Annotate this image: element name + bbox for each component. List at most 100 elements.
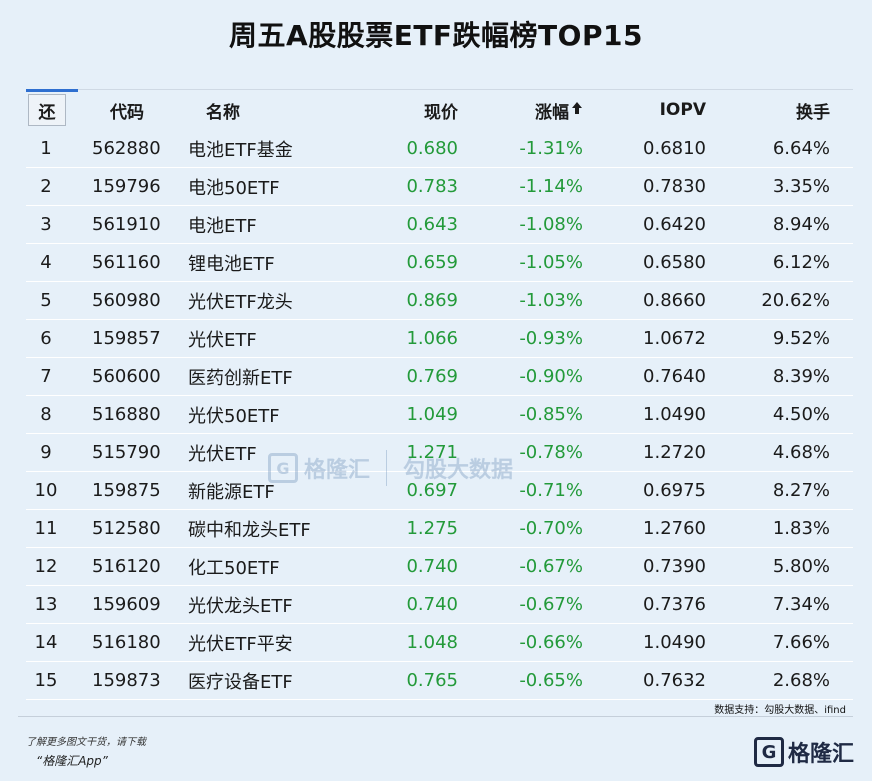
cell-rank: 5 [40,290,52,311]
cell-turnover: 8.39% [772,366,830,387]
cell-iopv: 0.6975 [643,480,706,501]
cell-change: -1.05% [519,252,583,273]
cell-iopv: 0.7390 [643,556,706,577]
cell-rank: 4 [40,252,52,273]
cell-iopv: 1.0672 [643,328,706,349]
footer-note: 了解更多图文干货，请下载 [26,737,146,748]
cell-name: 电池ETF基金 [188,139,293,161]
table-row[interactable]: 4 561160 锂电池ETF 0.659 -1.05% 0.6580 6.12% [26,244,853,282]
cell-price: 1.275 [406,518,458,539]
cell-rank: 12 [34,556,58,577]
table-row[interactable]: 2 159796 电池50ETF 0.783 -1.14% 0.7830 3.35% [26,168,853,206]
cell-turnover: 8.94% [772,214,830,235]
cell-name: 医疗设备ETF [188,671,293,693]
table-row[interactable]: 10 159875 新能源ETF 0.697 -0.71% 0.6975 8.27% [26,472,853,510]
cell-rank: 8 [40,404,52,425]
cell-turnover: 7.34% [772,594,830,615]
cell-rank: 13 [34,594,58,615]
footer-logo-text: 格隆汇 [787,742,854,767]
footer-logo[interactable]: G 格隆汇 [753,736,854,768]
cell-name: 光伏ETF平安 [188,633,293,655]
cell-price: 1.048 [406,632,458,653]
etf-table: 还 代码 名称 现价 涨幅 IOPV 换手 1 562880 电池ETF基金 0.68… [26,89,853,700]
cell-turnover: 5.80% [772,556,830,577]
cell-code: 159873 [92,670,161,691]
table-row[interactable]: 14 516180 光伏ETF平安 1.048 -0.66% 1.0490 7.66% [26,624,853,662]
cell-rank: 2 [40,176,52,197]
header-name[interactable]: 名称 [206,102,240,123]
cell-price: 0.869 [406,290,458,311]
header-turnover[interactable]: 换手 [796,102,830,123]
cell-price: 0.643 [406,214,458,235]
cell-name: 光伏龙头ETF [188,595,293,617]
cell-change: -0.85% [519,404,583,425]
table-row[interactable]: 3 561910 电池ETF 0.643 -1.08% 0.6420 8.94% [26,206,853,244]
cell-code: 159875 [92,480,161,501]
cell-rank: 11 [34,518,58,539]
cell-change: -0.78% [519,442,583,463]
cell-iopv: 0.7830 [643,176,706,197]
cell-rank: 1 [40,138,52,159]
header-accent-bar [26,89,78,92]
cell-turnover: 4.50% [772,404,830,425]
arrow-up-icon[interactable] [571,101,583,119]
cell-code: 516180 [92,632,161,653]
table-row[interactable]: 5 560980 光伏ETF龙头 0.869 -1.03% 0.8660 20.62% [26,282,853,320]
cell-name: 医药创新ETF [188,367,293,389]
table-row[interactable]: 15 159873 医疗设备ETF 0.765 -0.65% 0.7632 2.68% [26,662,853,700]
header-change-label: 涨幅 [535,102,569,123]
cell-iopv: 0.7640 [643,366,706,387]
cell-price: 0.659 [406,252,458,273]
table-row[interactable]: 11 512580 碳中和龙头ETF 1.275 -0.70% 1.2760 1.83% [26,510,853,548]
cell-name: 新能源ETF [188,481,275,503]
table-header: 还 代码 名称 现价 涨幅 IOPV 换手 [26,89,853,130]
cell-code: 561910 [92,214,161,235]
cell-code: 561160 [92,252,161,273]
cell-rank: 9 [40,442,52,463]
cell-name: 电池50ETF [188,177,280,199]
cell-turnover: 8.27% [772,480,830,501]
cell-price: 0.740 [406,556,458,577]
cell-name: 电池ETF [188,215,257,237]
cell-rank: 3 [40,214,52,235]
table-row[interactable]: 1 562880 电池ETF基金 0.680 -1.31% 0.6810 6.64% [26,130,853,168]
cell-code: 515790 [92,442,161,463]
cell-iopv: 0.6580 [643,252,706,273]
table-row[interactable]: 12 516120 化工50ETF 0.740 -0.67% 0.7390 5.80% [26,548,853,586]
header-rank[interactable]: 还 [26,90,66,130]
table-row[interactable]: 7 560600 医药创新ETF 0.769 -0.90% 0.7640 8.39% [26,358,853,396]
header-code[interactable]: 代码 [110,102,144,123]
cell-change: -0.90% [519,366,583,387]
footer-divider [18,716,853,717]
cell-price: 0.783 [406,176,458,197]
table-row[interactable]: 8 516880 光伏50ETF 1.049 -0.85% 1.0490 4.50% [26,396,853,434]
cell-name: 锂电池ETF [188,253,275,275]
cell-iopv: 1.2720 [643,442,706,463]
cell-turnover: 6.12% [772,252,830,273]
cell-iopv: 1.0490 [643,404,706,425]
table-row[interactable]: 6 159857 光伏ETF 1.066 -0.93% 1.0672 9.52% [26,320,853,358]
cell-code: 516120 [92,556,161,577]
cell-rank: 14 [34,632,58,653]
cell-code: 560600 [92,366,161,387]
cell-code: 159609 [92,594,161,615]
header-iopv[interactable]: IOPV [659,100,706,120]
cell-iopv: 0.7376 [643,594,706,615]
cell-iopv: 0.7632 [643,670,706,691]
cell-rank: 10 [34,480,58,501]
table-row[interactable]: 9 515790 光伏ETF 1.271 -0.78% 1.2720 4.68% [26,434,853,472]
cell-rank: 15 [34,670,58,691]
header-change[interactable]: 涨幅 [481,90,583,130]
header-rank-label: 还 [38,102,56,123]
table-row[interactable]: 13 159609 光伏龙头ETF 0.740 -0.67% 0.7376 7.34% [26,586,853,624]
footer-app-name: “格隆汇App” [36,754,108,768]
cell-code: 560980 [92,290,161,311]
header-price[interactable]: 现价 [424,102,458,123]
cell-name: 化工50ETF [188,557,280,579]
cell-change: -0.65% [519,670,583,691]
cell-change: -1.08% [519,214,583,235]
cell-turnover: 2.68% [772,670,830,691]
cell-change: -0.70% [519,518,583,539]
cell-change: -1.31% [519,138,583,159]
cell-code: 159796 [92,176,161,197]
